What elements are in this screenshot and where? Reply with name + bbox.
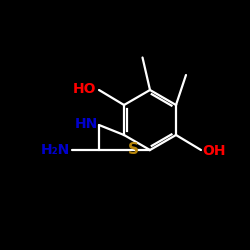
- Text: HO: HO: [73, 82, 96, 96]
- Text: HN: HN: [74, 117, 98, 131]
- Text: S: S: [128, 142, 139, 158]
- Text: H₂N: H₂N: [41, 143, 70, 157]
- Text: OH: OH: [202, 144, 226, 158]
